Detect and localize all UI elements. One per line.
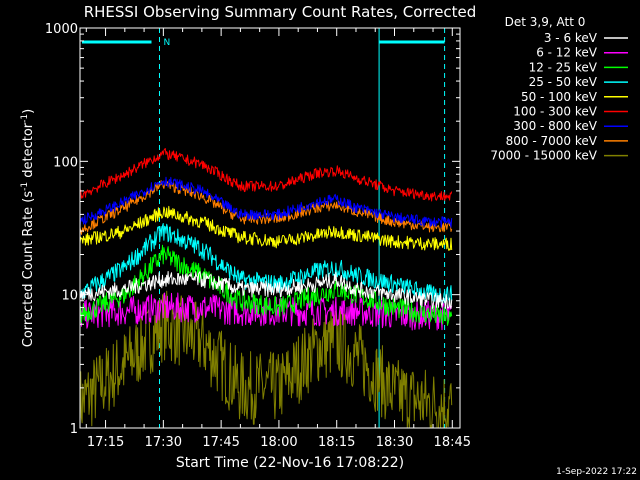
series-line-50-100-kev-kev [79, 205, 453, 251]
y-tick-label: 1 [70, 422, 78, 437]
x-tick-label: 18:15 [318, 435, 355, 450]
x-tick-label: 17:30 [145, 435, 182, 450]
legend-item-label: 12 - 25 keV [529, 60, 598, 74]
x-tick-label: 17:45 [202, 435, 239, 450]
legend-item-label: 25 - 50 keV [529, 75, 598, 89]
legend-item-label: 100 - 300 keV [513, 105, 597, 119]
legend-item-label: 3 - 6 keV [544, 31, 598, 45]
legend-item-label: 6 - 12 keV [536, 46, 598, 60]
y-tick-label: 1000 [45, 22, 78, 37]
footer-date: 1-Sep-2022 17:22 [556, 467, 637, 477]
y-axis-label-sup1: -1 [20, 182, 30, 191]
flag-label: N [163, 38, 170, 48]
series-line-800-7000-kev-kev [79, 180, 453, 235]
legend-item-label: 800 - 7000 keV [506, 134, 598, 148]
legend-item-label: 300 - 800 keV [513, 119, 597, 133]
x-tick-label: 18:45 [434, 435, 471, 450]
y-tick-label: 10 [61, 289, 78, 304]
series-line-7000-15000-kev-kev [79, 290, 453, 429]
legend-title: Det 3,9, Att 0 [505, 15, 586, 29]
chart-title: RHESSI Observing Summary Count Rates, Co… [84, 3, 477, 21]
series-line-12-25-kev-kev [79, 244, 453, 326]
series-line-6-12-kev-kev [79, 292, 453, 331]
series-line-100-300-kev-kev [79, 148, 453, 202]
legend-item-label: 7000 - 15000 keV [490, 149, 597, 163]
y-axis-ticks: 1 10 100 1000 [45, 22, 460, 437]
x-tick-label: 17:15 [87, 435, 124, 450]
y-axis-label-base: Corrected Count Rate (s [21, 191, 36, 348]
x-tick-label: 18:00 [260, 435, 297, 450]
series-line-25-50-kev-kev [79, 223, 453, 305]
x-tick-label: 18:30 [376, 435, 413, 450]
y-axis-label-sup2: -1 [20, 114, 30, 123]
series-line-3-6-kev-kev [79, 271, 453, 309]
y-tick-label: 100 [53, 155, 78, 170]
y-axis-label-mid: detector [21, 122, 36, 182]
plot-frame [79, 27, 461, 429]
x-axis-label: Start Time (22-Nov-16 17:08:22) [176, 455, 404, 471]
y-axis-label-end: ) [21, 109, 36, 114]
data-layer: N [79, 28, 453, 429]
series-line-300-800-kev-kev [79, 176, 453, 228]
legend-item-label: 50 - 100 keV [521, 90, 598, 104]
y-axis-label: Corrected Count Rate (s-1 detector-1) [20, 109, 36, 347]
x-axis-ticks: 17:15 17:30 17:45 18:00 18:15 18:30 18:45 [85, 28, 471, 450]
